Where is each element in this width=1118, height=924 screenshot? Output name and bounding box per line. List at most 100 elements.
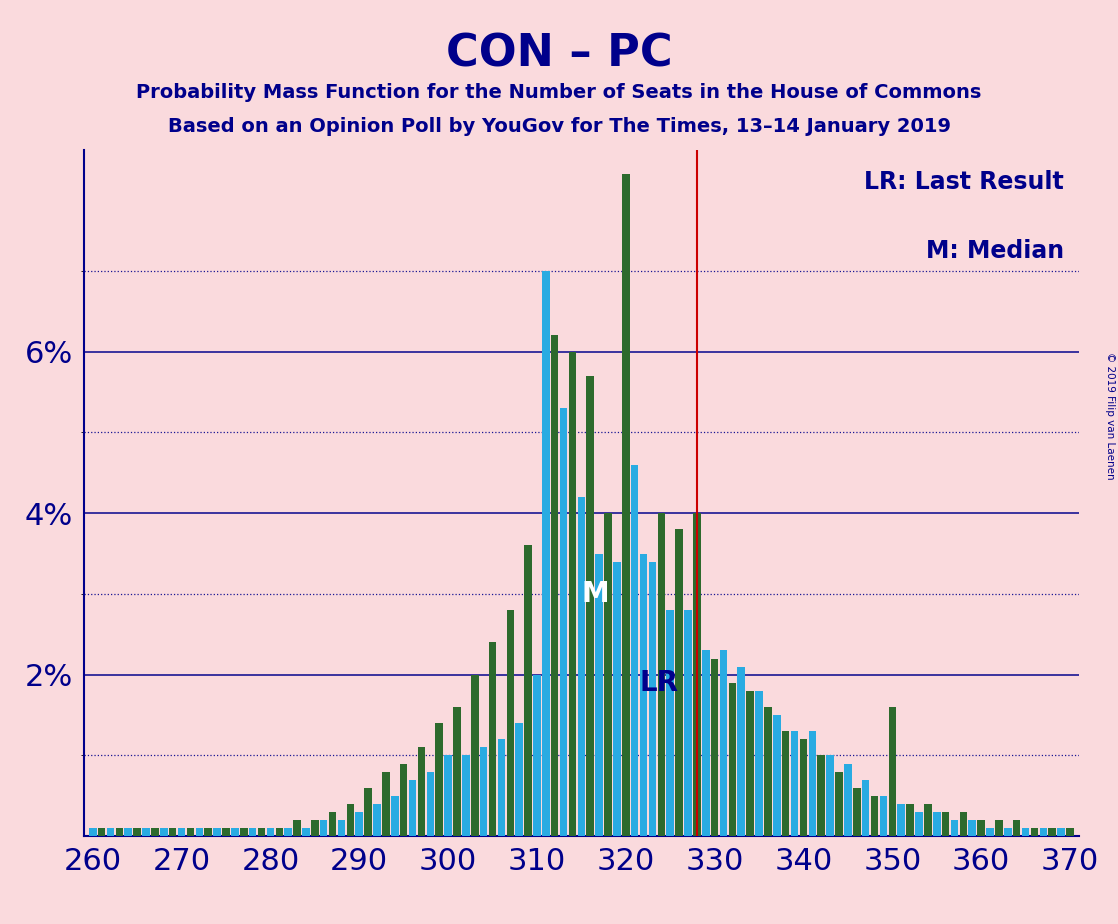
Bar — [427, 772, 434, 836]
Bar — [89, 828, 96, 836]
Bar — [338, 821, 345, 836]
Bar — [409, 780, 416, 836]
Bar — [524, 545, 532, 836]
Bar — [587, 376, 594, 836]
Text: Probability Mass Function for the Number of Seats in the House of Commons: Probability Mass Function for the Number… — [136, 83, 982, 103]
Text: LR: LR — [639, 669, 679, 697]
Bar — [275, 828, 283, 836]
Bar — [925, 804, 931, 836]
Bar — [106, 828, 114, 836]
Bar — [702, 650, 710, 836]
Bar — [639, 553, 647, 836]
Bar — [1004, 828, 1012, 836]
Bar — [115, 828, 123, 836]
Bar — [391, 796, 399, 836]
Bar — [124, 828, 132, 836]
Bar — [258, 828, 265, 836]
Bar — [329, 812, 337, 836]
Bar — [400, 763, 407, 836]
Bar — [1058, 828, 1064, 836]
Bar — [569, 352, 576, 836]
Bar — [1013, 821, 1021, 836]
Bar — [418, 748, 425, 836]
Bar — [551, 335, 559, 836]
Bar — [648, 562, 656, 836]
Bar — [968, 821, 976, 836]
Bar — [959, 812, 967, 836]
Bar — [711, 659, 719, 836]
Bar — [631, 465, 638, 836]
Bar — [266, 828, 274, 836]
Bar — [471, 675, 479, 836]
Bar — [311, 821, 319, 836]
Text: Based on an Opinion Poll by YouGov for The Times, 13–14 January 2019: Based on an Opinion Poll by YouGov for T… — [168, 117, 950, 137]
Bar — [142, 828, 150, 836]
Bar — [986, 828, 994, 836]
Bar — [293, 821, 301, 836]
Bar — [249, 828, 256, 836]
Bar — [835, 772, 843, 836]
Bar — [596, 553, 603, 836]
Bar — [995, 821, 1003, 836]
Bar — [133, 828, 141, 836]
Bar — [1031, 828, 1039, 836]
Bar — [231, 828, 238, 836]
Bar — [747, 691, 754, 836]
Bar — [205, 828, 212, 836]
Bar — [738, 666, 745, 836]
Bar — [613, 562, 620, 836]
Bar — [729, 683, 736, 836]
Text: CON – PC: CON – PC — [446, 32, 672, 76]
Bar — [871, 796, 879, 836]
Bar — [977, 821, 985, 836]
Bar — [506, 610, 514, 836]
Bar — [480, 748, 487, 836]
Bar — [498, 739, 505, 836]
Bar — [462, 756, 470, 836]
Bar — [382, 772, 390, 836]
Bar — [489, 642, 496, 836]
Bar — [898, 804, 904, 836]
Bar — [666, 610, 674, 836]
Bar — [284, 828, 292, 836]
Bar — [916, 812, 922, 836]
Bar — [622, 174, 629, 836]
Bar — [862, 780, 870, 836]
Bar — [853, 788, 861, 836]
Bar — [515, 723, 523, 836]
Bar — [151, 828, 159, 836]
Bar — [178, 828, 186, 836]
Bar — [187, 828, 195, 836]
Bar — [240, 828, 247, 836]
Bar — [932, 812, 940, 836]
Bar — [98, 828, 105, 836]
Bar — [347, 804, 354, 836]
Bar — [720, 650, 728, 836]
Bar — [542, 271, 550, 836]
Bar — [950, 821, 958, 836]
Bar — [684, 610, 692, 836]
Bar — [790, 731, 798, 836]
Bar — [1067, 828, 1073, 836]
Bar — [169, 828, 177, 836]
Bar — [907, 804, 913, 836]
Text: LR: Last Result: LR: Last Result — [864, 170, 1064, 194]
Bar — [880, 796, 888, 836]
Bar — [160, 828, 168, 836]
Bar — [222, 828, 230, 836]
Bar — [693, 513, 701, 836]
Bar — [675, 529, 683, 836]
Bar — [302, 828, 310, 836]
Bar — [373, 804, 381, 836]
Bar — [533, 675, 541, 836]
Bar — [1049, 828, 1057, 836]
Bar — [435, 723, 443, 836]
Bar — [560, 408, 567, 836]
Bar — [364, 788, 372, 836]
Bar — [773, 715, 780, 836]
Text: M: Median: M: Median — [926, 239, 1064, 263]
Bar — [844, 763, 852, 836]
Text: © 2019 Filip van Laenen: © 2019 Filip van Laenen — [1106, 352, 1115, 480]
Bar — [889, 707, 897, 836]
Bar — [196, 828, 203, 836]
